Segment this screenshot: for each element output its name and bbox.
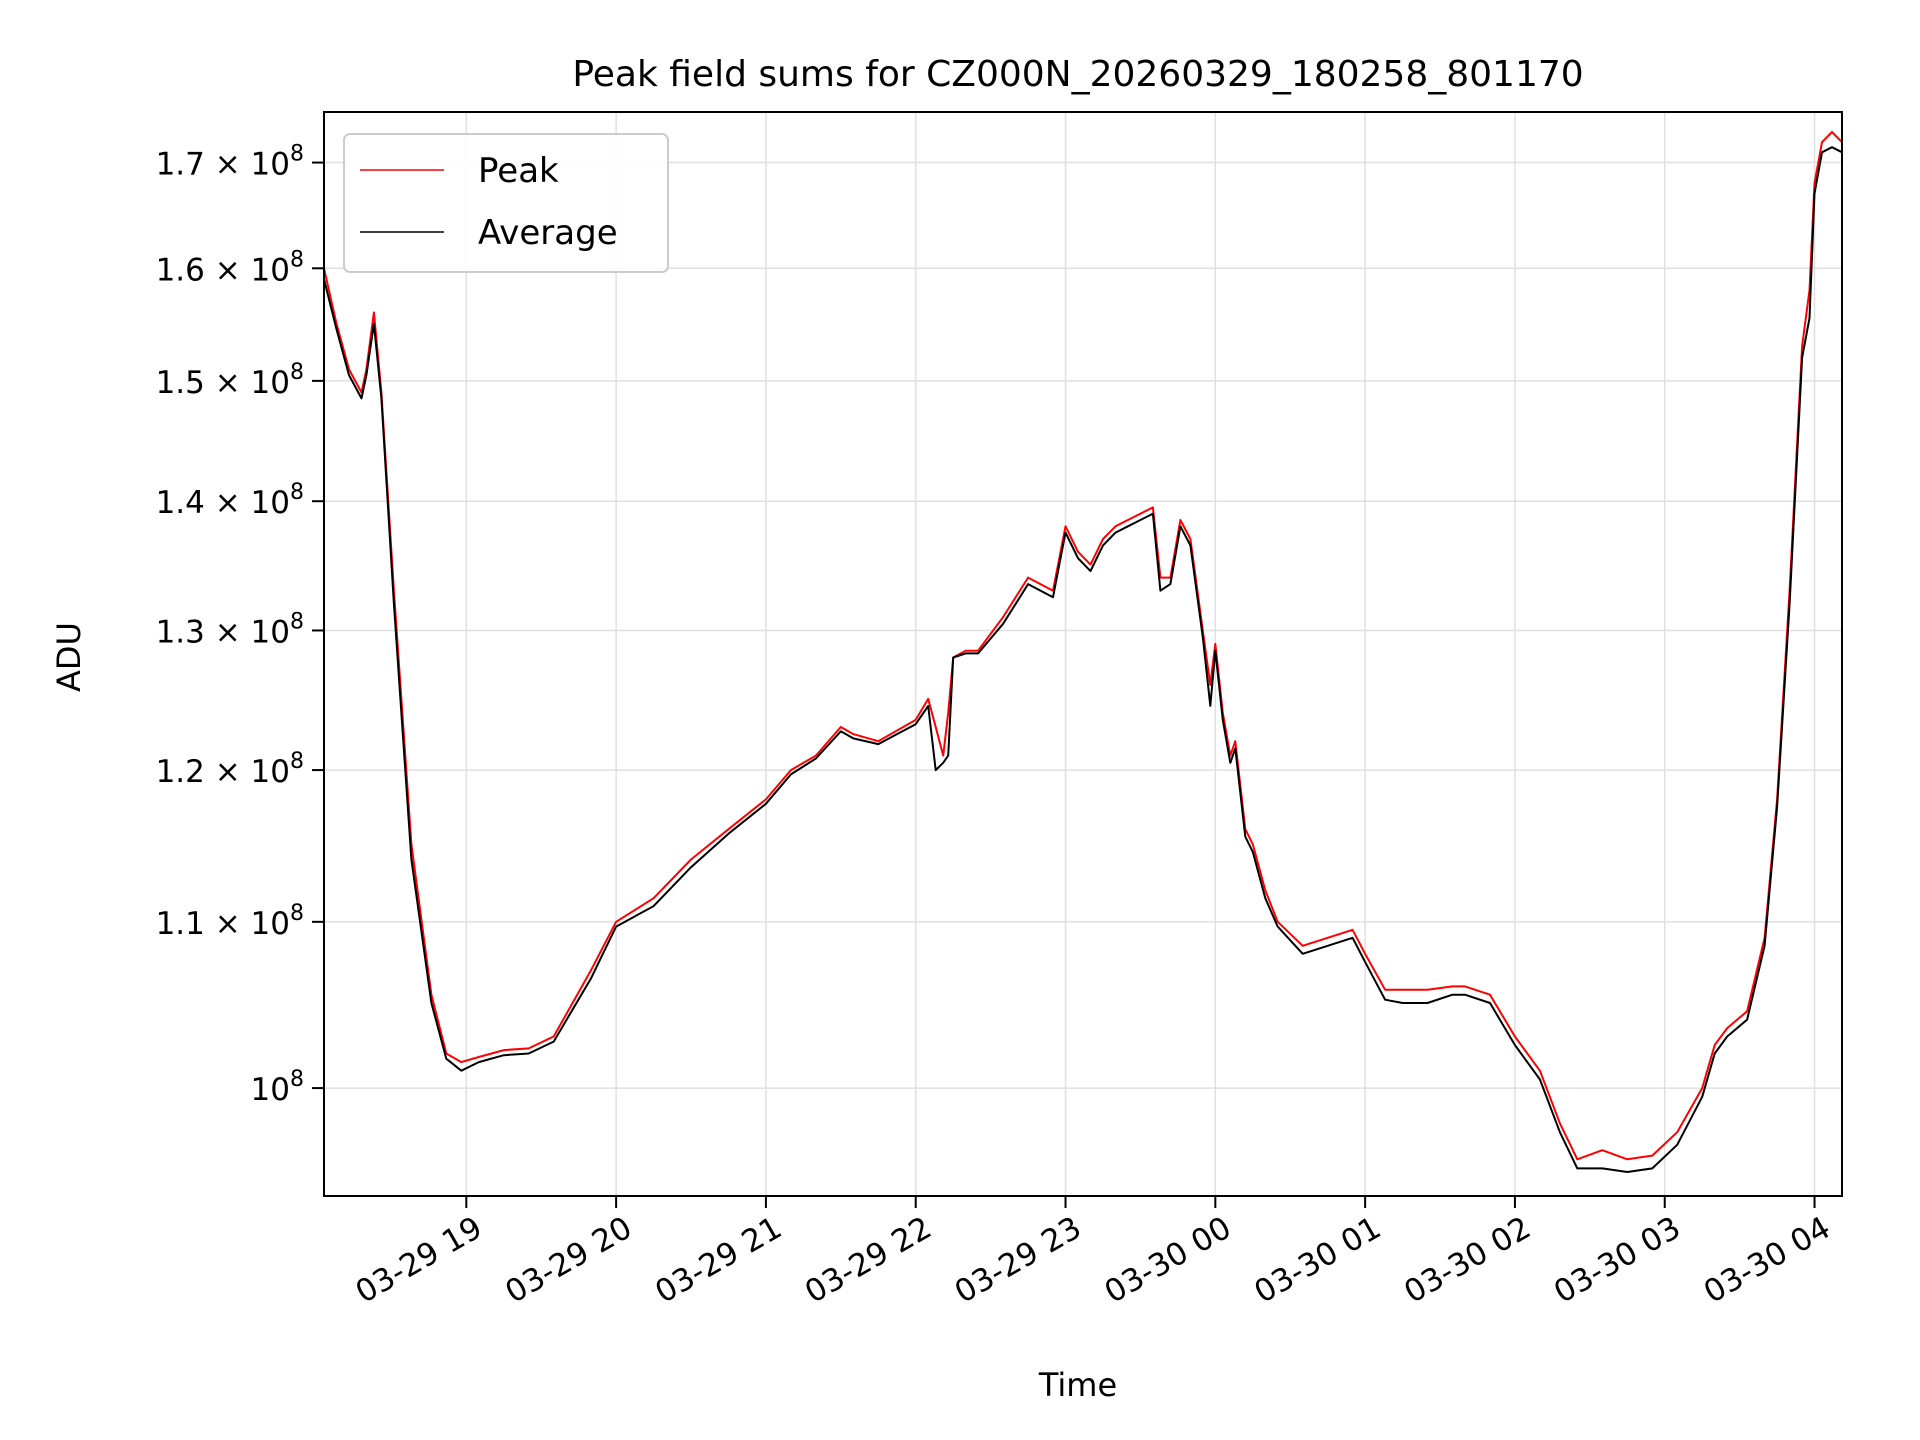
legend-box: [343, 133, 669, 273]
series-layer: [324, 131, 1842, 1173]
y-tick-label: 1.3 × 108: [156, 609, 304, 650]
legend-average-label: Average: [478, 213, 618, 253]
chart-title: Peak field sums for CZ000N_20260329_1802…: [572, 54, 1583, 95]
y-tick-label: 1.1 × 108: [156, 901, 304, 942]
y-tick-label: 1.4 × 108: [156, 480, 304, 521]
y-tick-label: 1.5 × 108: [156, 360, 304, 401]
x-axis-label: Time: [1038, 1366, 1117, 1404]
y-tick-label: 108: [251, 1067, 304, 1108]
series-line-average: [324, 146, 1842, 1173]
y-tick-label: 1.6 × 108: [156, 247, 304, 288]
y-tick-label: 1.7 × 108: [156, 142, 304, 183]
y-axis: 108 1.1 × 108 1.2 × 108 1.3 × 108 1.4 × 108 1…: [156, 142, 324, 1108]
legend-peak-label: Peak: [478, 151, 559, 191]
y-axis-label: ADU: [50, 622, 88, 692]
legend: Peak Average: [343, 133, 669, 273]
plot-frame: [323, 111, 1843, 1197]
y-tick-label: 1.2 × 108: [156, 749, 304, 790]
grid: [324, 112, 1842, 1196]
